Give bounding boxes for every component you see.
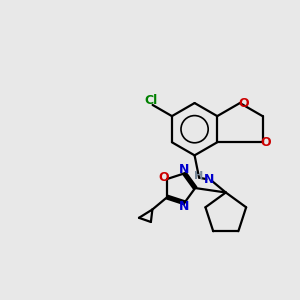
Text: H: H (194, 171, 204, 181)
Text: O: O (261, 136, 272, 149)
Text: N: N (179, 163, 190, 176)
Text: O: O (158, 171, 169, 184)
Text: O: O (238, 97, 249, 110)
Text: N: N (204, 172, 214, 186)
Text: Cl: Cl (145, 94, 158, 107)
Text: N: N (179, 200, 190, 213)
